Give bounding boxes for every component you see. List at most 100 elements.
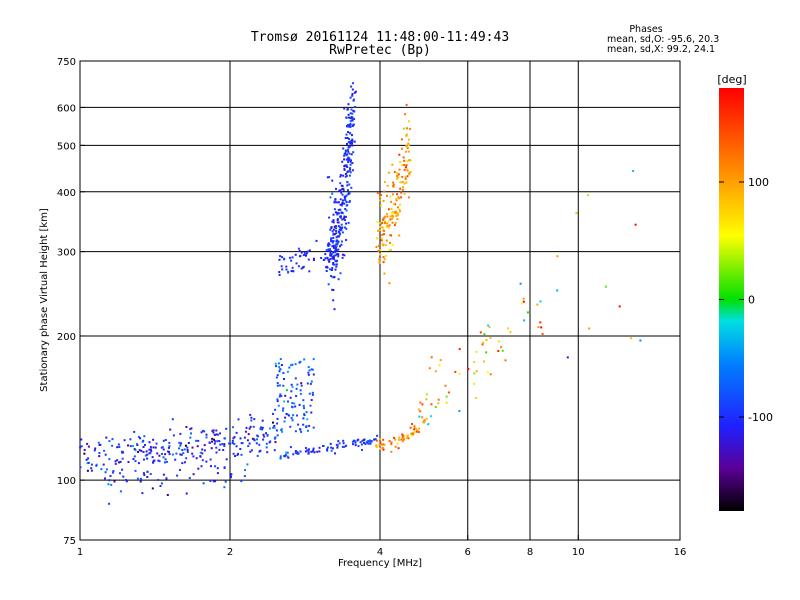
data-point: [357, 438, 360, 441]
data-point: [290, 416, 293, 419]
data-point: [275, 365, 278, 368]
data-point: [340, 211, 343, 214]
data-point: [375, 245, 378, 248]
data-point: [345, 158, 348, 161]
data-point: [290, 383, 293, 386]
data-point: [283, 420, 286, 423]
data-point: [139, 480, 142, 483]
data-point: [125, 480, 128, 483]
data-point: [274, 441, 277, 444]
data-point: [363, 441, 365, 444]
data-point: [402, 438, 405, 441]
data-point: [392, 184, 395, 187]
data-point: [349, 120, 352, 123]
data-point: [339, 174, 342, 176]
data-point: [146, 453, 149, 456]
data-point: [97, 441, 100, 444]
colorbar: [deg] 100 0 -100: [717, 73, 773, 511]
data-point: [256, 438, 258, 441]
data-point: [183, 448, 186, 451]
data-point: [111, 438, 114, 441]
data-point: [312, 358, 315, 361]
data-point: [397, 173, 400, 176]
data-point: [328, 260, 331, 263]
data-point: [398, 168, 401, 171]
data-point: [94, 447, 97, 450]
data-point: [202, 482, 205, 485]
data-point: [380, 234, 383, 236]
data-point: [138, 436, 140, 438]
data-point: [228, 442, 230, 445]
data-point: [376, 434, 379, 437]
data-point: [134, 449, 137, 452]
data-point: [347, 141, 350, 144]
data-point: [349, 96, 352, 99]
data-point: [347, 221, 350, 224]
data-point: [278, 384, 281, 387]
data-point: [259, 426, 262, 429]
data-point: [344, 150, 347, 153]
data-point: [345, 222, 347, 225]
data-point: [232, 437, 235, 440]
data-point: [306, 250, 309, 253]
data-point: [350, 108, 353, 111]
data-point: [215, 446, 218, 449]
data-point: [302, 399, 305, 402]
data-point: [341, 203, 343, 206]
data-point: [386, 184, 389, 187]
data-point: [148, 441, 151, 444]
data-point: [331, 192, 334, 195]
data-point: [539, 300, 542, 303]
data-point: [192, 455, 195, 458]
data-point: [343, 167, 346, 170]
data-point: [330, 269, 333, 271]
data-point: [159, 485, 162, 487]
data-point: [273, 449, 276, 452]
data-point: [348, 132, 351, 134]
data-point: [141, 440, 144, 443]
data-point: [389, 241, 391, 244]
data-point: [349, 168, 351, 171]
data-point: [224, 437, 226, 440]
data-point: [276, 384, 279, 387]
data-point: [335, 245, 338, 248]
data-point: [214, 465, 217, 468]
data-point: [248, 427, 251, 430]
data-point: [407, 144, 410, 146]
data-point: [395, 172, 398, 174]
data-point: [142, 472, 145, 475]
data-point: [327, 259, 330, 262]
data-point: [302, 423, 305, 426]
data-point: [349, 112, 352, 115]
data-point: [425, 417, 428, 420]
data-point: [407, 142, 410, 145]
data-point: [308, 249, 311, 252]
data-point: [185, 492, 188, 495]
data-point: [467, 368, 470, 370]
data-point: [249, 450, 252, 453]
data-point: [213, 438, 215, 441]
data-point: [632, 170, 635, 172]
data-point: [195, 439, 198, 442]
data-point: [334, 245, 336, 247]
data-point: [244, 430, 247, 433]
data-point: [409, 171, 412, 173]
series-group: [325, 82, 357, 311]
data-point: [337, 235, 340, 238]
data-point: [522, 300, 525, 303]
data-point: [244, 469, 246, 472]
data-point: [376, 237, 379, 240]
data-point: [349, 142, 352, 145]
data-point: [350, 85, 353, 88]
data-point: [344, 137, 347, 139]
data-point: [472, 382, 475, 385]
data-point: [272, 426, 275, 429]
data-point: [201, 448, 204, 451]
data-point: [86, 442, 89, 445]
data-point: [157, 459, 160, 462]
data-point: [383, 190, 386, 193]
data-point: [289, 396, 292, 399]
data-point: [390, 207, 393, 210]
data-point: [341, 199, 344, 202]
